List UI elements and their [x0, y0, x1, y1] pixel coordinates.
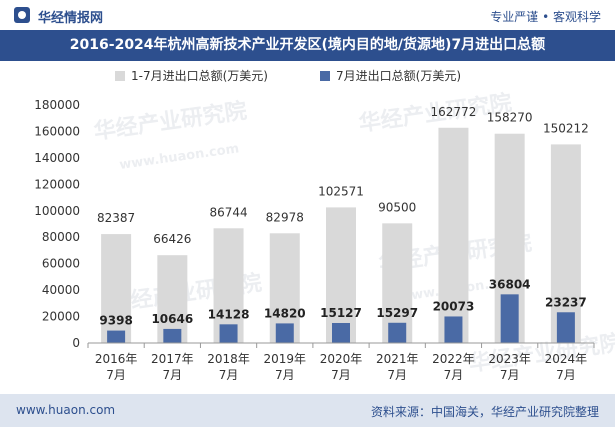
data-label: 20073	[433, 299, 475, 313]
tagline: 专业严谨 • 客观科学	[490, 10, 601, 24]
bar	[101, 234, 132, 343]
y-tick-label: 40000	[42, 283, 80, 297]
bar	[107, 330, 126, 343]
x-tick-label: 2017年 7月	[151, 352, 194, 382]
x-tick-label: 2016年 7月	[95, 352, 138, 382]
title-bar: 2016-2024年杭州高新技术产业开发区(境内目的地/货源地)7月进出口总额	[0, 30, 615, 61]
data-label: 82978	[266, 210, 304, 224]
huajing-logo-icon	[14, 7, 30, 23]
data-label: 15297	[376, 306, 418, 320]
bar	[388, 322, 407, 343]
data-label: 82387	[97, 211, 135, 225]
bar	[219, 324, 238, 343]
bars: 82387 9398 66426 10646 86744 14128 82978 14820 1…	[97, 105, 589, 344]
brand-name[interactable]: 华经情报网	[38, 11, 104, 26]
data-label: 10646	[151, 312, 193, 326]
y-tick-label: 80000	[42, 230, 80, 244]
data-label: 15127	[320, 306, 362, 320]
chart-title: 2016-2024年杭州高新技术产业开发区(境内目的地/货源地)7月进出口总额	[69, 37, 546, 53]
bar	[444, 316, 463, 343]
y-axis: 0 20000 40000 60000 80000 100000 120000 140000 1…	[34, 98, 80, 350]
data-label: 158270	[487, 111, 533, 125]
bar	[157, 255, 188, 343]
bar	[275, 323, 294, 343]
x-tick-label: 2019年 7月	[264, 352, 307, 382]
bar	[550, 144, 581, 343]
bar	[556, 312, 575, 343]
y-tick-label: 100000	[34, 204, 80, 218]
data-label: 14128	[208, 307, 250, 321]
data-label: 150212	[543, 121, 589, 135]
footer: www.huaon.com 资料来源：中国海关，华经产业研究院整理	[0, 394, 615, 427]
y-tick-label: 160000	[34, 124, 80, 138]
data-label: 36804	[489, 277, 531, 291]
legend-label: 1-7月进出口总额(万美元)	[131, 69, 268, 83]
watermark-text: 华经产业研究院	[92, 98, 248, 145]
y-tick-label: 20000	[42, 310, 80, 324]
legend: 1-7月进出口总额(万美元) 7月进出口总额(万美元)	[115, 69, 461, 83]
y-tick-label: 60000	[42, 257, 80, 271]
data-label: 90500	[378, 200, 416, 214]
data-label: 23237	[545, 295, 587, 309]
watermark-url: www.huaon.com	[118, 141, 240, 173]
x-tick-label: 2022年 7月	[432, 352, 475, 382]
bar	[326, 207, 356, 343]
chart: 华经产业研究院 www.huaon.com 华经产业研究院 华经产业研究院 华经…	[34, 69, 615, 382]
legend-label: 7月进出口总额(万美元)	[336, 69, 461, 83]
bar	[332, 322, 350, 343]
bar	[500, 294, 519, 343]
bar	[163, 328, 182, 343]
x-tick-label: 2024年 7月	[545, 352, 588, 382]
x-tick-label: 2021年 7月	[376, 352, 419, 382]
legend-swatch	[320, 71, 330, 81]
legend-swatch	[115, 71, 125, 81]
x-tick-label: 2018年 7月	[207, 352, 250, 382]
site-url[interactable]: www.huaon.com	[16, 403, 116, 417]
x-tick-label: 2020年 7月	[320, 352, 363, 382]
data-label: 66426	[153, 232, 191, 246]
data-label: 102571	[318, 184, 364, 198]
data-label: 9398	[99, 314, 132, 328]
top-bar: 华经情报网 专业严谨 • 客观科学	[0, 0, 615, 30]
x-axis: 2016年 7月 2017年 7月 2018年 7月 2019年 7月 2020年 7月 2021年…	[87, 342, 595, 382]
y-tick-label: 120000	[34, 177, 80, 191]
data-label: 86744	[209, 205, 247, 219]
bar	[213, 228, 244, 343]
x-tick-label: 2023年 7月	[488, 352, 531, 382]
bar	[438, 127, 469, 344]
source-note: 资料来源：中国海关，华经产业研究院整理	[370, 405, 599, 419]
data-label: 162772	[431, 105, 477, 119]
y-tick-label: 180000	[34, 98, 80, 112]
data-label: 14820	[264, 306, 306, 320]
y-tick-label: 0	[72, 336, 80, 350]
y-tick-label: 140000	[34, 151, 80, 165]
